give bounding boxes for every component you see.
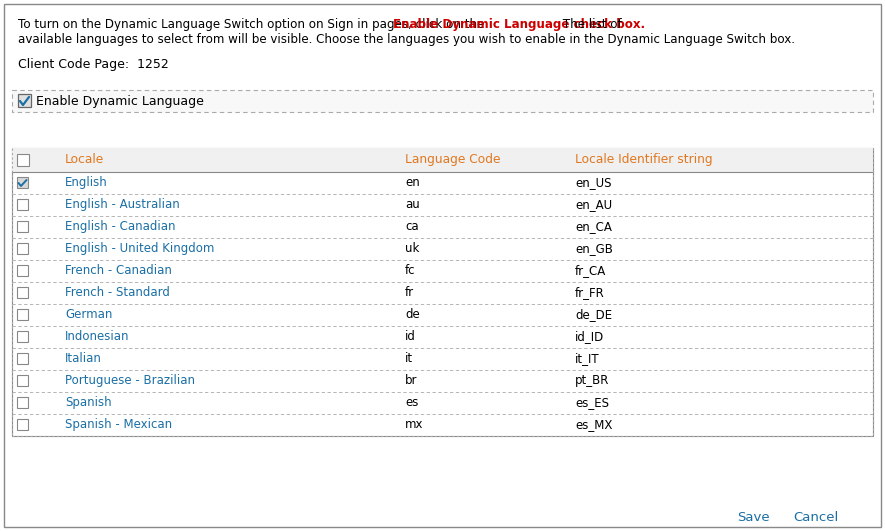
Text: Italian: Italian xyxy=(65,352,102,365)
Bar xyxy=(12,148,873,436)
Text: id_ID: id_ID xyxy=(575,330,604,343)
Text: Indonesian: Indonesian xyxy=(65,330,129,343)
Text: Spanish - Mexican: Spanish - Mexican xyxy=(65,418,172,431)
Bar xyxy=(17,419,28,430)
Text: id: id xyxy=(405,330,416,343)
Bar xyxy=(12,148,873,172)
Bar xyxy=(17,154,29,166)
Text: en: en xyxy=(405,176,419,189)
Text: French - Canadian: French - Canadian xyxy=(65,264,172,277)
Text: es_MX: es_MX xyxy=(575,418,612,431)
Bar xyxy=(17,287,28,298)
Text: Language Code: Language Code xyxy=(405,153,501,166)
Text: au: au xyxy=(405,198,419,211)
Text: fr: fr xyxy=(405,286,414,299)
Text: Enable Dynamic Language: Enable Dynamic Language xyxy=(36,95,204,108)
Text: it: it xyxy=(405,352,413,365)
Bar xyxy=(17,221,28,232)
Text: br: br xyxy=(405,374,418,387)
Text: ca: ca xyxy=(405,220,419,233)
Text: mx: mx xyxy=(405,418,424,431)
Bar xyxy=(17,265,28,276)
Text: English - Canadian: English - Canadian xyxy=(65,220,175,233)
Text: The list of: The list of xyxy=(558,18,621,31)
Bar xyxy=(17,199,28,210)
Text: de: de xyxy=(405,308,419,321)
Bar xyxy=(17,353,28,364)
Text: Spanish: Spanish xyxy=(65,396,112,409)
Bar xyxy=(12,90,873,112)
Text: en_CA: en_CA xyxy=(575,220,612,233)
Text: fc: fc xyxy=(405,264,415,277)
Text: French - Standard: French - Standard xyxy=(65,286,170,299)
Bar xyxy=(17,397,28,408)
Text: English: English xyxy=(65,176,108,189)
Text: uk: uk xyxy=(405,242,419,255)
Text: en_US: en_US xyxy=(575,176,612,189)
Text: Portuguese - Brazilian: Portuguese - Brazilian xyxy=(65,374,195,387)
Bar xyxy=(17,243,28,254)
Bar xyxy=(17,375,28,386)
Text: en_AU: en_AU xyxy=(575,198,612,211)
Bar xyxy=(18,94,31,107)
Bar xyxy=(17,177,28,188)
Bar xyxy=(17,331,28,342)
Text: fr_FR: fr_FR xyxy=(575,286,604,299)
Text: English - United Kingdom: English - United Kingdom xyxy=(65,242,214,255)
Text: To turn on the Dynamic Language Switch option on Sign in pages, click on the: To turn on the Dynamic Language Switch o… xyxy=(18,18,489,31)
Text: it_IT: it_IT xyxy=(575,352,600,365)
Text: Cancel: Cancel xyxy=(793,511,838,524)
Text: es: es xyxy=(405,396,419,409)
Text: available languages to select from will be visible. Choose the languages you wis: available languages to select from will … xyxy=(18,33,795,46)
Text: Locale: Locale xyxy=(65,153,104,166)
Text: de_DE: de_DE xyxy=(575,308,612,321)
Text: German: German xyxy=(65,308,112,321)
Text: English - Australian: English - Australian xyxy=(65,198,180,211)
Text: fr_CA: fr_CA xyxy=(575,264,606,277)
Text: Locale Identifier string: Locale Identifier string xyxy=(575,153,712,166)
Text: es_ES: es_ES xyxy=(575,396,609,409)
Text: Save: Save xyxy=(737,511,770,524)
Text: Client Code Page:  1252: Client Code Page: 1252 xyxy=(18,58,169,71)
Text: en_GB: en_GB xyxy=(575,242,613,255)
Bar xyxy=(17,309,28,320)
Text: pt_BR: pt_BR xyxy=(575,374,610,387)
Text: Enable Dynamic Language check box.: Enable Dynamic Language check box. xyxy=(393,18,645,31)
